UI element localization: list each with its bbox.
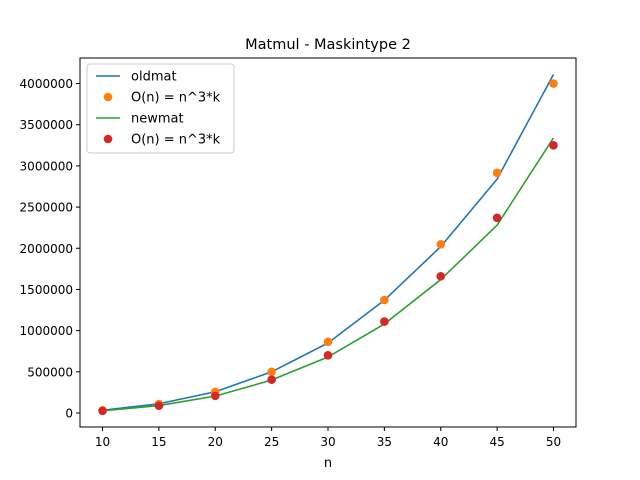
x-tick-label: 40 <box>433 435 448 449</box>
legend: oldmat O(n) = n^3*k newmat O(n) = n^3*k <box>86 63 235 154</box>
y-tick-label: 2500000 <box>20 201 73 215</box>
x-tick-label: 35 <box>377 435 392 449</box>
series-1-point <box>380 295 389 305</box>
legend-marker-swatch <box>103 92 113 102</box>
x-axis-label: n <box>324 456 332 471</box>
x-tick-label: 30 <box>320 435 335 449</box>
x-tick-label: 10 <box>95 435 110 449</box>
x-tick-label: 15 <box>151 435 166 449</box>
x-tick-label: 45 <box>489 435 504 449</box>
series-3-point <box>98 406 107 416</box>
legend-frame <box>86 63 235 154</box>
y-tick-label: 0 <box>65 406 73 420</box>
series-3-point <box>154 401 164 411</box>
y-tick-label: 500000 <box>27 365 73 379</box>
series-1-point <box>323 337 333 347</box>
legend-label: O(n) = n^3*k <box>131 91 221 106</box>
x-axis-ticks: 10 15 20 25 30 35 40 45 50 <box>95 427 561 449</box>
series-layer <box>98 74 558 416</box>
y-tick-label: 2000000 <box>20 242 73 256</box>
series-1-point <box>549 79 558 88</box>
x-tick-label: 50 <box>546 435 561 449</box>
series-1-point <box>436 240 446 249</box>
y-tick-label: 1500000 <box>20 283 73 297</box>
series-3-point <box>210 391 220 401</box>
x-tick-label: 20 <box>208 435 223 449</box>
x-tick-label: 25 <box>264 435 279 449</box>
legend-label: O(n) = n^3*k <box>131 133 221 148</box>
legend-label: newmat <box>131 112 184 127</box>
series-3-point <box>492 213 502 223</box>
y-axis-ticks: 0 500000 1000000 1500000 2000000 2500000 30000… <box>20 77 80 420</box>
series-line-newmat <box>102 137 555 412</box>
series-3-point <box>549 141 558 150</box>
y-tick-label: 3000000 <box>20 159 73 173</box>
series-3-point <box>323 351 333 360</box>
series-1-point <box>267 367 276 377</box>
legend-label: oldmat <box>131 70 177 85</box>
y-tick-label: 1000000 <box>20 324 73 338</box>
y-tick-label: 4000000 <box>20 77 73 91</box>
series-3-point <box>267 375 276 384</box>
series-1-point <box>492 168 502 178</box>
chart-title: Matmul - Maskintype 2 <box>245 37 411 53</box>
series-3-point <box>380 317 389 326</box>
y-tick-label: 3500000 <box>20 118 73 132</box>
series-3-point <box>436 271 446 281</box>
legend-marker-swatch <box>103 134 113 144</box>
